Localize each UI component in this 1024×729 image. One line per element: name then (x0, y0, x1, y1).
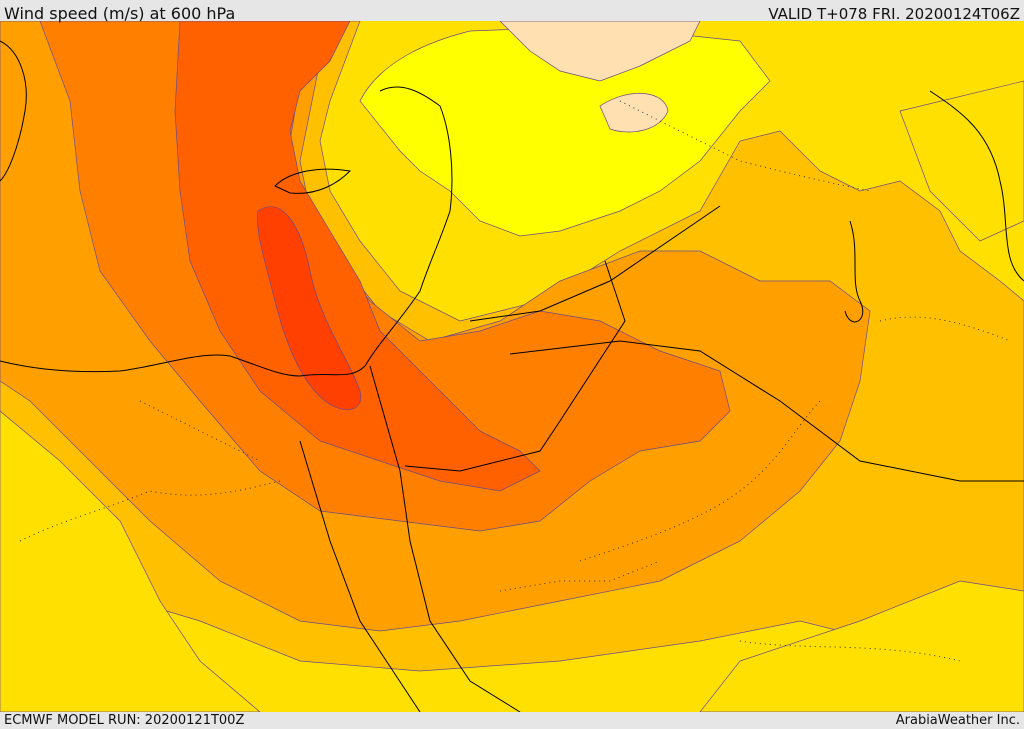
field-band-highest (257, 206, 362, 410)
credit: ArabiaWeather Inc. (895, 713, 1020, 728)
field-band-low (899, 80, 1024, 242)
map-canvas (0, 21, 1024, 712)
field-band-high (174, 21, 541, 492)
field-band-low (699, 580, 1024, 712)
field-band-calm (599, 93, 669, 133)
model-run: ECMWF MODEL RUN: 20200121T00Z (4, 713, 245, 728)
footer-bar: ECMWF MODEL RUN: 20200121T00Z ArabiaWeat… (0, 712, 1024, 729)
field-band-low (0, 410, 261, 712)
dotted-boundaries (19, 100, 1011, 662)
field-band-calm (499, 21, 701, 82)
coastlines (0, 40, 1024, 712)
field-band-lowest (359, 25, 771, 237)
wind-speed-map (0, 21, 1024, 712)
header-bar: Wind speed (m/s) at 600 hPa VALID T+078 … (0, 0, 1024, 23)
map-title: Wind speed (m/s) at 600 hPa (4, 4, 236, 23)
valid-time: VALID T+078 FRI. 20200124T06Z (768, 5, 1020, 23)
